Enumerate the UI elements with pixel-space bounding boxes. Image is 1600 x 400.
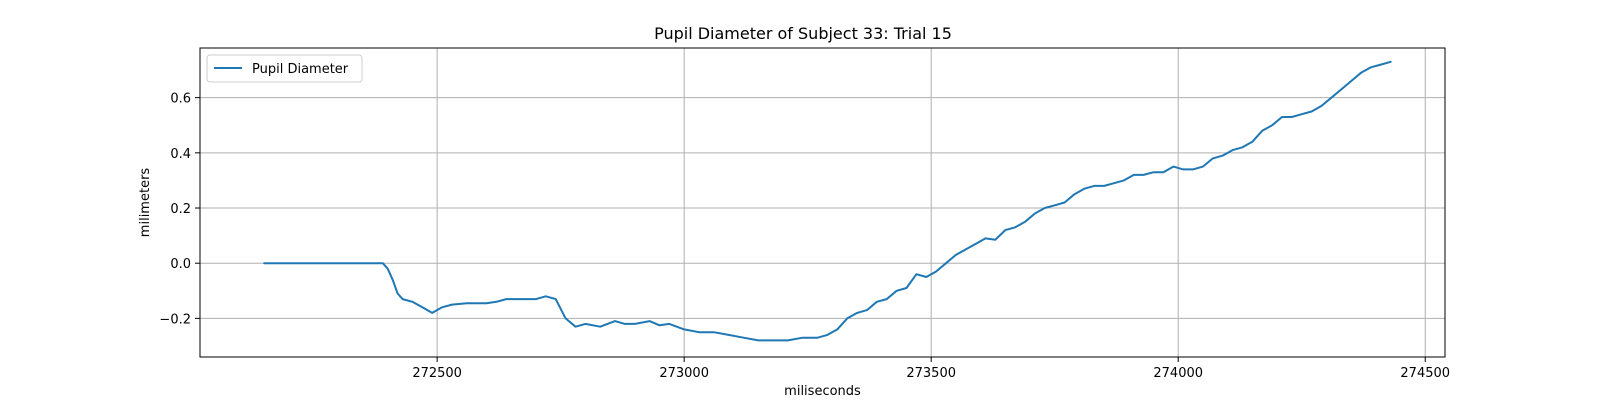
y-tick-label: 0.2 <box>170 202 191 217</box>
y-tick-label: −0.2 <box>159 312 191 327</box>
axes-frame <box>199 47 1446 358</box>
x-tick-label: 273500 <box>906 366 956 381</box>
axis-ticks: 272500 273000 273500 274000 274500 −0.2 0.0 0.2… <box>159 92 1450 381</box>
y-tick-label: 0.0 <box>170 257 191 272</box>
x-axis-label: miliseconds <box>784 384 861 399</box>
chart-title: Pupil Diameter of Subject 33: Trial 15 <box>654 24 952 43</box>
y-tick-label: 0.4 <box>170 147 191 162</box>
x-tick-label: 273000 <box>659 366 709 381</box>
series-line-pupil-diameter <box>263 60 1392 342</box>
x-tick-label: 274000 <box>1153 366 1203 381</box>
y-axis-label: milimeters <box>138 168 153 238</box>
y-tick-label: 0.6 <box>170 92 191 107</box>
plot-area <box>263 60 1392 342</box>
legend-label-pupil-diameter: Pupil Diameter <box>252 62 349 77</box>
x-tick-label: 272500 <box>412 366 462 381</box>
x-tick-label: 274500 <box>1400 366 1450 381</box>
grid <box>200 48 1445 357</box>
legend-box <box>206 54 363 83</box>
legend: Pupil Diameter <box>206 54 363 83</box>
